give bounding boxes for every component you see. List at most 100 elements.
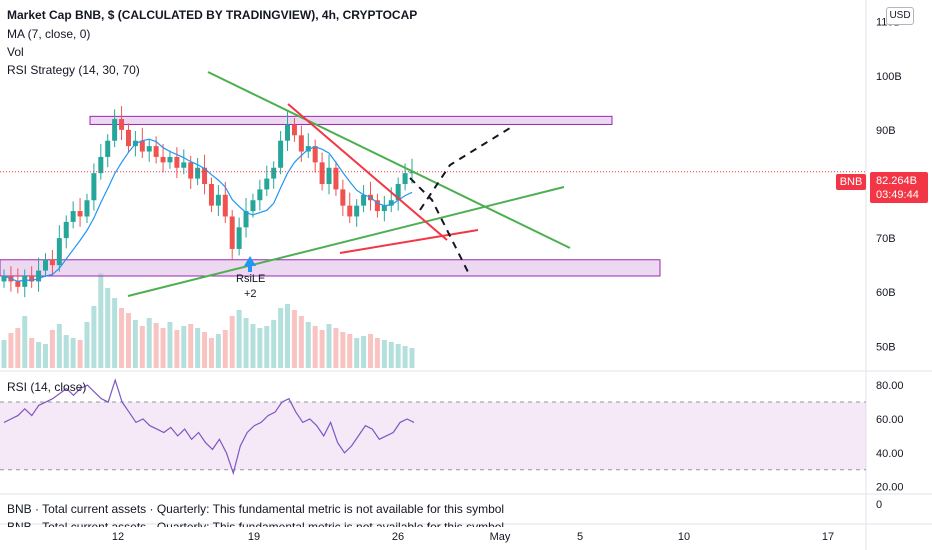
resistance-support-zone[interactable] — [0, 259, 661, 277]
ma-indicator-label[interactable]: MA (7, close, 0) — [7, 27, 91, 41]
volume-bar — [181, 326, 187, 368]
volume-bar — [236, 310, 242, 368]
rsi-pane — [0, 378, 866, 476]
candle-body — [125, 129, 131, 147]
volume-bar — [354, 338, 360, 368]
volume-bar — [278, 308, 284, 368]
candle-body — [361, 194, 367, 206]
rsi-y-axis[interactable]: 80.00 60.00 40.00 20.00 — [876, 380, 904, 493]
volume-bar — [42, 344, 48, 368]
volume-indicator-label[interactable]: Vol — [7, 45, 24, 59]
candle-body — [91, 173, 97, 201]
candle-body — [215, 194, 221, 206]
time-x-axis[interactable]: 12 19 26 May 5 10 17 — [112, 531, 834, 543]
volume-bar — [15, 328, 21, 368]
rsi-band-fill — [0, 402, 866, 470]
volume-bar — [305, 322, 311, 368]
volume-bar — [333, 328, 339, 368]
rsi-tick-label: 60.00 — [876, 414, 904, 426]
candle-body — [119, 119, 125, 130]
rsi-long-entry-count: +2 — [244, 288, 257, 300]
volume-bar — [361, 336, 367, 368]
time-tick-label: 17 — [822, 531, 834, 543]
volume-bar — [222, 330, 228, 368]
price-tick-label: 50B — [876, 341, 896, 353]
currency-button[interactable]: USD — [886, 7, 914, 25]
rsi-long-entry-label: RsiLE — [236, 273, 266, 285]
candle-body — [77, 211, 83, 217]
candle-body — [153, 146, 159, 157]
candle-body — [49, 259, 55, 266]
chart-title: Market Cap BNB, $ (CALCULATED BY TRADING… — [7, 8, 418, 22]
time-tick-label: 19 — [248, 531, 260, 543]
candle-body — [222, 194, 228, 217]
volume-bar — [56, 324, 62, 368]
candle-body — [181, 162, 187, 168]
volume-bar — [257, 328, 263, 368]
volume-bar — [119, 308, 125, 368]
last-price-tag: 82.264B 03:49:44 — [870, 172, 928, 203]
trendline[interactable] — [287, 103, 448, 241]
candle-body — [381, 205, 387, 212]
volume-bar — [160, 328, 166, 368]
candle-body — [160, 156, 166, 163]
volume-bar — [8, 333, 14, 368]
candle-body — [22, 276, 28, 287]
candle-body — [56, 238, 62, 266]
candle-body — [146, 146, 152, 152]
long-entry-arrow — [244, 256, 256, 272]
candle-body — [298, 135, 304, 152]
rsi-tick-label: 20.00 — [876, 482, 904, 494]
candle-body — [354, 205, 360, 217]
volume-bar — [153, 323, 159, 368]
projection-path-up[interactable] — [419, 127, 511, 211]
candle-body — [167, 156, 173, 163]
rsi-pane-title[interactable]: RSI (14, close) — [7, 380, 87, 394]
projection-path-down[interactable] — [409, 177, 471, 277]
price-tick-label: 70B — [876, 233, 896, 245]
candle-body — [278, 140, 284, 168]
candle-body — [195, 167, 201, 179]
price-tick-label: 90B — [876, 125, 896, 137]
volume-bar — [98, 273, 104, 368]
volume-bar — [291, 310, 297, 368]
resistance-support-zone[interactable] — [89, 115, 613, 125]
volume-bar — [402, 346, 408, 368]
volume-bar — [243, 318, 249, 368]
candle-body — [1, 276, 7, 282]
trendlines-layer[interactable] — [127, 71, 571, 297]
volume-bar — [112, 298, 118, 368]
volume-bar — [195, 328, 201, 368]
time-tick-label: 10 — [678, 531, 690, 543]
rsi-strategy-label[interactable]: RSI Strategy (14, 30, 70) — [7, 63, 140, 77]
volume-bar — [215, 334, 221, 368]
rsi-tick-label: 40.00 — [876, 448, 904, 460]
volume-bar — [70, 338, 76, 368]
trendline[interactable] — [339, 229, 479, 254]
volume-layer — [1, 273, 415, 368]
candle-body — [271, 167, 277, 179]
volume-bar — [368, 334, 374, 368]
time-tick-label: 5 — [577, 531, 583, 543]
volume-bar — [381, 340, 387, 368]
volume-bar — [77, 340, 83, 368]
volume-bar — [271, 320, 277, 368]
volume-bar — [36, 342, 42, 368]
candle-body — [188, 162, 194, 179]
volume-bar — [298, 316, 304, 368]
candle-body — [312, 146, 318, 163]
candle-body — [84, 200, 90, 217]
volume-bar — [1, 340, 7, 368]
candle-body — [257, 189, 263, 201]
candle-body — [42, 259, 48, 271]
volume-bar — [91, 306, 97, 368]
volume-bar — [285, 304, 291, 368]
trendline[interactable] — [127, 186, 565, 297]
candle-body — [139, 140, 145, 152]
candle-body — [409, 171, 415, 174]
candles-layer — [0, 106, 866, 298]
trendline[interactable] — [207, 71, 571, 249]
